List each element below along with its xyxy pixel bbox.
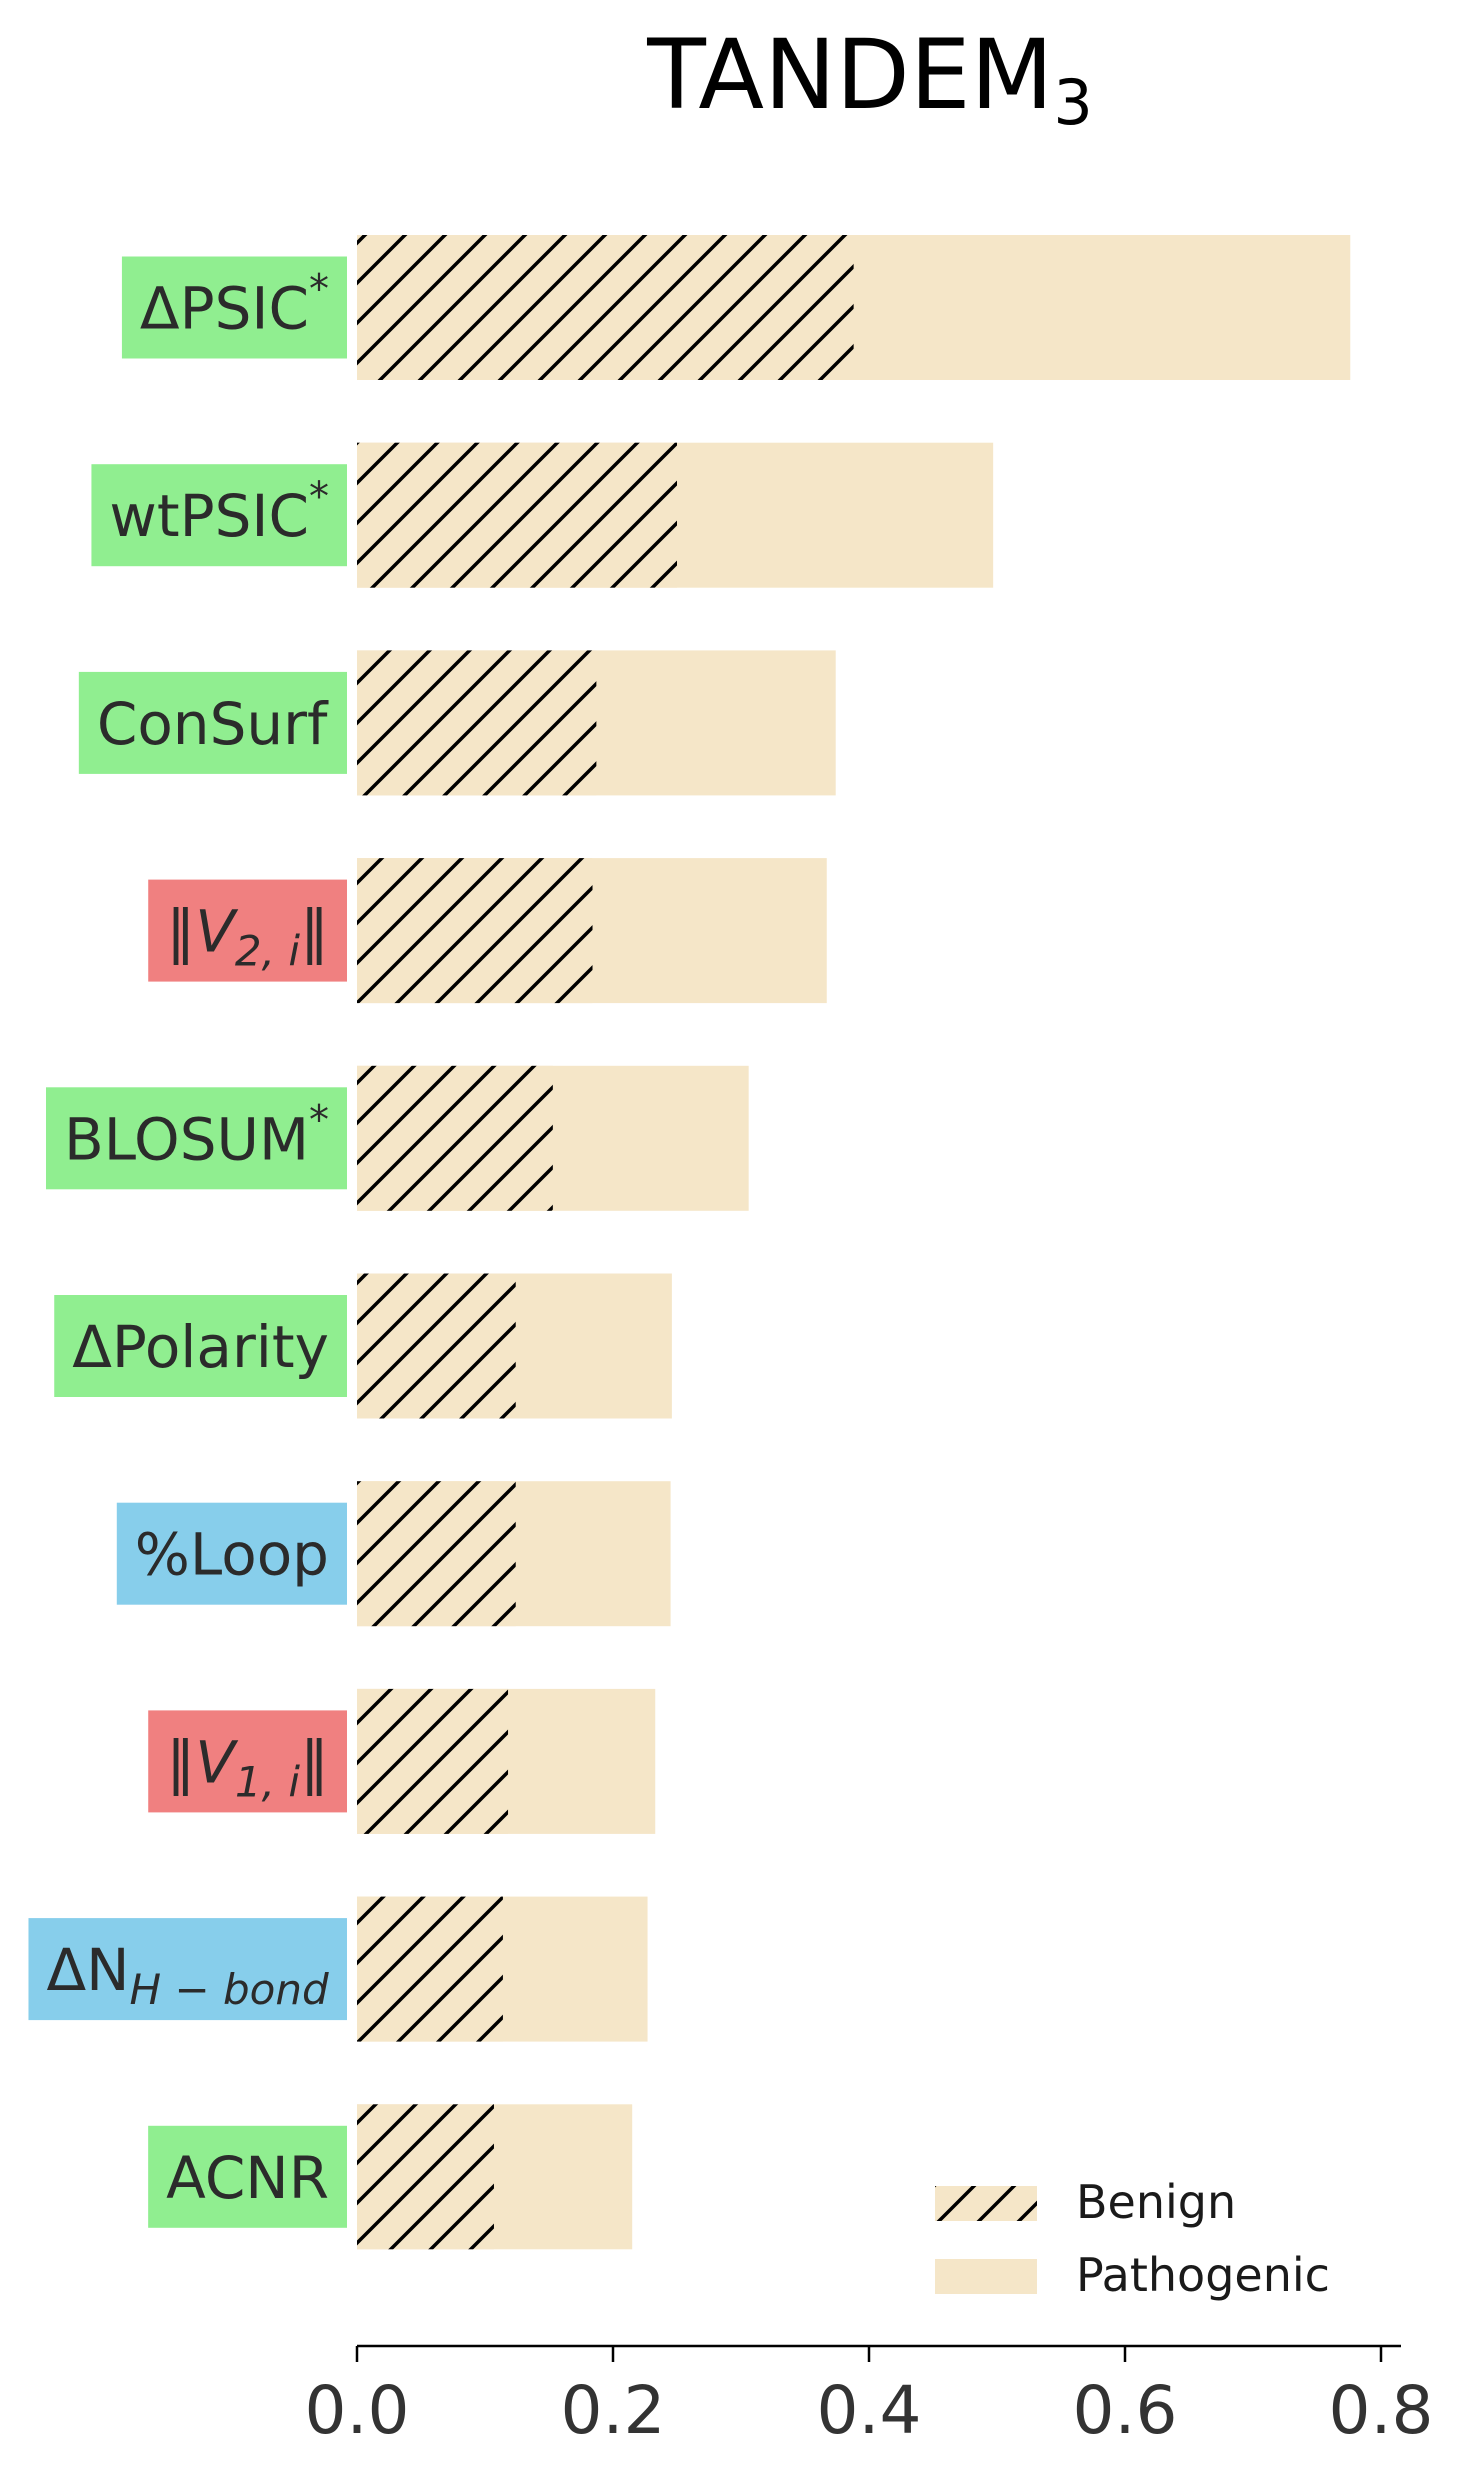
category-label-sup-0: * [309, 267, 329, 313]
category-label-4: BLOSUM* [64, 1097, 329, 1173]
category-label-7: ‖V1, i‖ [166, 1728, 329, 1806]
legend-label-benign: Benign [1076, 2175, 1236, 2229]
bar-benign-7 [357, 1688, 509, 1834]
category-label-box-5 [54, 1295, 347, 1397]
category-label-6: %Loop [135, 1521, 329, 1589]
x-tick-label-3: 0.6 [1073, 2372, 1178, 2449]
legend-swatch-benign [935, 2186, 1037, 2221]
category-label-italic-3: V [195, 898, 239, 966]
category-labels-layer: ΔPSIC*wtPSIC*ConSurf‖V2, i‖BLOSUM*ΔPolar… [28, 256, 347, 2228]
bar-benign-8 [357, 1896, 503, 2042]
bar-benign-3 [357, 858, 593, 1004]
category-label-box-0 [121, 256, 347, 359]
x-axis: 0.0 0.2 0.4 0.6 0.8 [305, 2344, 1434, 2449]
category-label-main-2: ConSurf [97, 690, 329, 758]
category-label-sup-4: * [309, 1097, 329, 1143]
bars-layer [357, 235, 1351, 2250]
category-label-box-7 [148, 1710, 347, 1813]
category-label-main-4: BLOSUM [64, 1105, 309, 1173]
category-label-box-2 [78, 671, 347, 774]
category-label-0: ΔPSIC* [140, 267, 329, 343]
category-label-main-3: ‖ [166, 898, 195, 966]
category-label-sub-3: 2, i [235, 927, 300, 976]
legend-swatch-pathogenic [935, 2259, 1037, 2294]
chart-title: TANDEM3 [646, 19, 1093, 139]
x-tick-label-1: 0.2 [561, 2372, 666, 2449]
x-ticks: 0.0 0.2 0.4 0.6 0.8 [305, 2346, 1434, 2449]
x-tick-label-0: 0.0 [305, 2372, 410, 2449]
bar-benign-4 [357, 1065, 553, 1211]
category-label-box-9 [148, 2125, 347, 2228]
category-label-3: ‖V2, i‖ [166, 898, 329, 976]
category-label-italic-7: V [195, 1728, 239, 1796]
category-label-1: wtPSIC* [109, 474, 329, 550]
x-tick-label-2: 0.4 [817, 2372, 922, 2449]
category-label-main-7: ‖ [166, 1728, 195, 1796]
legend: Benign Pathogenic [935, 2175, 1330, 2302]
legend-label-pathogenic: Pathogenic [1076, 2248, 1330, 2302]
category-label-main-9: ACNR [166, 2144, 329, 2212]
category-label-main-5: ΔPolarity [72, 1313, 329, 1381]
x-tick-label-4: 0.8 [1329, 2372, 1434, 2449]
category-label-box-4 [46, 1087, 347, 1190]
bar-benign-6 [357, 1481, 516, 1627]
category-label-tail-3: ‖ [300, 898, 329, 966]
category-label-2: ConSurf [97, 690, 329, 758]
bar-benign-0 [357, 235, 854, 380]
category-label-tail-7: ‖ [300, 1728, 329, 1796]
category-label-box-6 [116, 1502, 347, 1605]
bar-benign-5 [357, 1273, 516, 1419]
category-label-box-8 [28, 1918, 347, 2021]
category-label-box-3 [148, 879, 347, 982]
category-label-9: ACNR [166, 2144, 329, 2212]
category-label-8: ΔNH − bond [46, 1936, 329, 2014]
category-label-main-0: ΔPSIC [140, 275, 309, 343]
category-label-sub-7: 1, i [235, 1757, 300, 1806]
category-label-main-1: wtPSIC [109, 482, 309, 550]
category-label-main-6: %Loop [135, 1521, 329, 1589]
category-label-sup-1: * [309, 474, 329, 520]
category-label-main-8: ΔN [46, 1936, 129, 2004]
category-label-sub-8: H − bond [130, 1965, 329, 2014]
bar-benign-2 [357, 650, 597, 796]
category-label-box-1 [91, 464, 347, 567]
chart-title-subscript: 3 [1053, 66, 1092, 139]
bar-benign-9 [357, 2104, 494, 2250]
category-label-5: ΔPolarity [72, 1313, 329, 1381]
bar-benign-1 [357, 442, 677, 588]
